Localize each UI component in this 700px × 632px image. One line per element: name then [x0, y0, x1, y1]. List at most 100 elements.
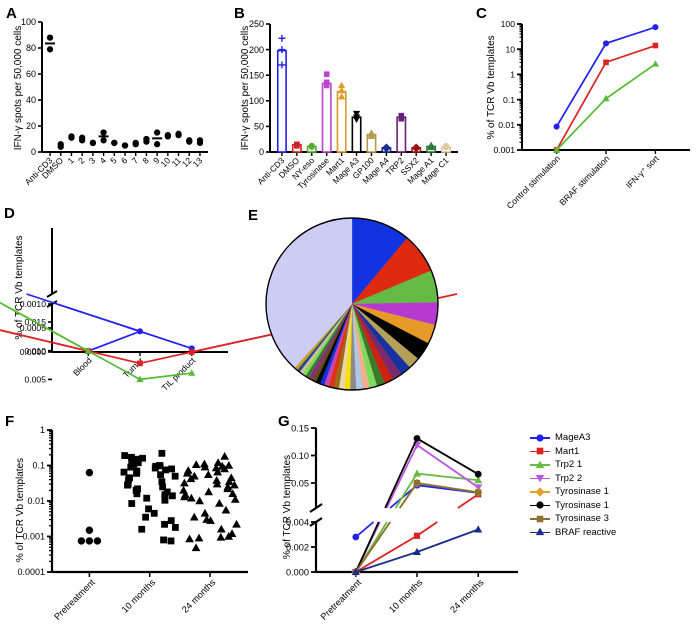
data-point — [182, 468, 192, 477]
legend-item[interactable]: Mart1 — [530, 446, 616, 457]
y-tick-label: 20 — [26, 121, 36, 131]
data-point — [161, 520, 168, 528]
legend-item-label: Tyrosinase 1 — [555, 486, 609, 497]
panel-c: C % of TCR Vb templates 0.001 0.01 0.1 1 10 1… — [468, 0, 700, 211]
y-tick-label: 100 — [21, 17, 36, 27]
svg-text:4: 4 — [98, 155, 109, 166]
legend-item[interactable]: Trp2 1 — [530, 459, 616, 470]
series-point — [352, 533, 360, 541]
series-point — [603, 59, 609, 66]
data-point — [133, 490, 141, 498]
data-point — [224, 532, 234, 540]
data-point — [68, 134, 75, 141]
legend-item[interactable]: Tyrosinase 3 — [530, 513, 616, 524]
panel-c-series — [552, 24, 660, 153]
svg-text:Blood: Blood — [71, 355, 94, 378]
data-point — [195, 496, 204, 505]
panel-g: G % of TCR Vb templates 0.05 0.10 0.15 0.00… — [250, 400, 700, 632]
panel-a-x-tick: 4 — [98, 155, 109, 166]
legend-item[interactable]: Tyrosinase 1 — [530, 500, 616, 511]
svg-text:10 months: 10 months — [387, 577, 425, 615]
replicate-point — [412, 144, 421, 153]
y-tick-label: 0.0001 — [17, 567, 45, 577]
data-point — [196, 139, 204, 147]
replicate-point — [338, 92, 346, 100]
panel-d-letter: D — [4, 205, 15, 222]
bar — [321, 82, 332, 153]
y-tick-label: 40 — [26, 95, 36, 105]
series-point — [602, 40, 610, 47]
series-point — [474, 470, 482, 478]
panel-e-letter: E — [248, 207, 259, 224]
data-point — [212, 479, 222, 488]
data-point — [232, 519, 241, 528]
y-tick-label-lower: 0.0005 — [20, 323, 47, 333]
data-point — [167, 537, 175, 545]
data-point — [124, 481, 131, 489]
series-point — [413, 479, 421, 487]
data-point — [164, 133, 171, 140]
data-point — [161, 496, 169, 504]
svg-text:2: 2 — [76, 155, 87, 166]
data-point — [171, 472, 179, 480]
bar — [396, 116, 407, 153]
y-tick-label-upper: 0.010 — [24, 346, 46, 356]
legend-symbol — [536, 501, 544, 509]
panel-c-x-tick: BRAF stimulation — [557, 153, 611, 207]
panel-a: A IFN-γ spots per 50,000 cells 0 20 40 60 80… — [0, 0, 218, 200]
panel-g-axes: 0.05 0.10 0.15 0.000 0.002 0.004 Pretreatment 1… — [286, 423, 518, 622]
series-point — [351, 567, 360, 575]
data-point — [228, 489, 238, 498]
legend-symbol — [535, 474, 545, 483]
data-point — [215, 499, 224, 507]
y-tick-label-upper: 0.005 — [24, 375, 46, 385]
panel-b-bars — [276, 34, 452, 153]
y-tick-label: 0.001 — [493, 145, 515, 155]
legend-item[interactable]: Trp2 2 — [530, 473, 616, 484]
legend-marker-icon — [530, 433, 550, 443]
data-point — [168, 492, 176, 500]
data-point — [85, 468, 94, 477]
data-point — [224, 477, 234, 485]
data-point — [128, 500, 136, 507]
data-point — [57, 141, 64, 148]
y-tick-label: 0.01 — [27, 496, 45, 506]
legend-symbol — [535, 486, 545, 497]
data-point — [162, 466, 169, 474]
series-point — [136, 375, 144, 383]
y-tick-label: 0.01 — [498, 120, 515, 130]
data-point — [85, 537, 94, 545]
series-point — [602, 94, 610, 102]
data-point — [127, 463, 135, 471]
y-tick-label: 60 — [26, 69, 36, 79]
legend-item[interactable]: Tyrosinase 1 — [530, 486, 616, 497]
legend-item[interactable]: BRAF reactive — [530, 527, 616, 538]
legend-item-label: Trp2 1 — [555, 459, 583, 470]
data-point — [111, 139, 118, 147]
panel-a-x-tick: 9 — [151, 155, 162, 166]
data-point — [206, 516, 215, 524]
data-point — [200, 508, 210, 517]
replicate-point — [294, 143, 300, 149]
data-point — [194, 533, 204, 542]
legend-marker-icon — [530, 460, 550, 470]
svg-text:IFN-γ⁺ sort: IFN-γ⁺ sort — [624, 153, 661, 190]
y-tick-label: 1 — [40, 425, 45, 435]
panel-b: B IFN-γ spots per 50,000 cells 0 50 100 150… — [218, 0, 468, 200]
data-point — [77, 537, 86, 545]
data-point — [191, 460, 201, 469]
y-tick-label-upper: 0.05 — [291, 478, 309, 488]
svg-text:7: 7 — [130, 155, 141, 166]
data-point — [159, 483, 167, 491]
replicate-point — [308, 143, 315, 150]
data-point — [153, 141, 161, 148]
svg-text:8: 8 — [140, 155, 151, 166]
series-point — [651, 60, 660, 67]
panel-c-plot: 0.001 0.01 0.1 1 10 100 Control stimulationBRA… — [493, 19, 690, 211]
y-tick-label-lower: 0.0010 — [20, 299, 47, 309]
legend-item[interactable]: MageA3 — [530, 432, 616, 443]
svg-text:6: 6 — [119, 155, 130, 166]
legend-item-label: MageA3 — [555, 432, 591, 443]
panel-f-data-points — [77, 449, 241, 552]
data-point — [120, 468, 128, 476]
